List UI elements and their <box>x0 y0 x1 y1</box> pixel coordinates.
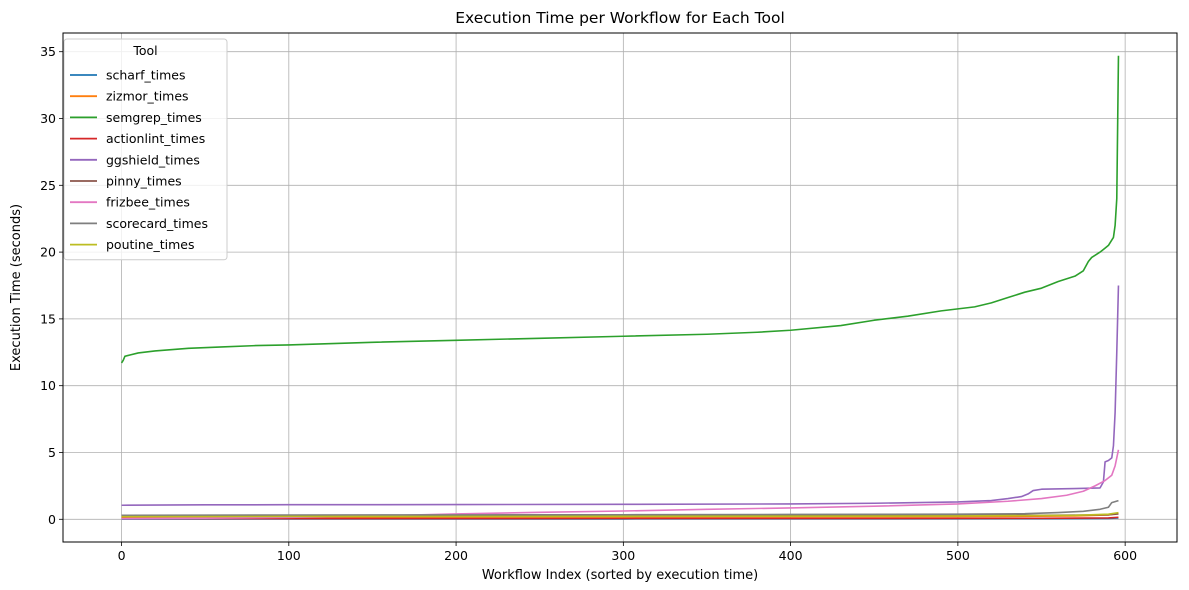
series-line-semgrep-times <box>120 55 1120 364</box>
y-tick-label: 25 <box>40 178 56 193</box>
legend-box <box>63 38 228 261</box>
series-line-scorecard-times <box>121 499 1119 517</box>
legend: Tool scharf_times zizmor_times semgrep_tim… <box>63 38 228 261</box>
legend-label: ggshield_times <box>106 152 200 167</box>
legend-label: scharf_times <box>106 68 186 83</box>
series-line-actionlint-times <box>121 516 1119 520</box>
legend-label: poutine_times <box>106 237 195 252</box>
y-tick-label: 10 <box>40 378 56 393</box>
legend-label: frizbee_times <box>106 195 190 210</box>
x-tick-label: 0 <box>118 548 126 563</box>
y-tick-label: 35 <box>40 44 56 59</box>
legend-items: scharf_times zizmor_times semgrep_timesact… <box>70 68 208 252</box>
x-tick-label: 500 <box>946 548 970 563</box>
y-tick-label: 0 <box>48 512 56 527</box>
series-line-poutine-times <box>121 511 1119 518</box>
legend-label: zizmor_times <box>106 89 189 104</box>
legend-label: pinny_times <box>106 174 182 189</box>
axis-ticks: 0 100 200 300 400 500 600 0 5 10 15 20 25 30 35 <box>40 44 1137 563</box>
y-tick-label: 15 <box>40 311 56 326</box>
x-tick-label: 200 <box>444 548 468 563</box>
plot-frame <box>62 32 1178 543</box>
legend-title: Tool <box>132 43 157 58</box>
series-line-ggshield-times <box>121 285 1120 507</box>
x-tick-label: 600 <box>1113 548 1137 563</box>
y-tick-label: 20 <box>40 245 56 260</box>
x-tick-label: 100 <box>277 548 301 563</box>
y-tick-label: 5 <box>48 445 56 460</box>
legend-label: scorecard_times <box>106 216 208 231</box>
y-tick-label: 30 <box>40 111 56 126</box>
chart-title: Execution Time per Workflow for Each Too… <box>455 9 785 27</box>
legend-label: semgrep_times <box>106 110 202 125</box>
y-axis-label: Execution Time (seconds) <box>9 204 24 371</box>
legend-label: actionlint_times <box>106 131 205 146</box>
series-lines <box>120 55 1120 520</box>
x-axis-label: Workflow Index (sorted by execution time… <box>482 568 758 583</box>
x-tick-label: 300 <box>611 548 635 563</box>
x-tick-label: 400 <box>779 548 803 563</box>
